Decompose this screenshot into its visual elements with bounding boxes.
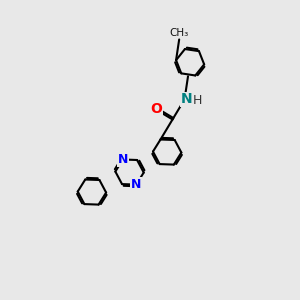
Text: CH₃: CH₃ — [169, 28, 189, 38]
Text: N: N — [118, 153, 128, 166]
Text: O: O — [150, 102, 162, 116]
Text: N: N — [131, 178, 141, 191]
Text: H: H — [193, 94, 202, 107]
Text: N: N — [181, 92, 193, 106]
